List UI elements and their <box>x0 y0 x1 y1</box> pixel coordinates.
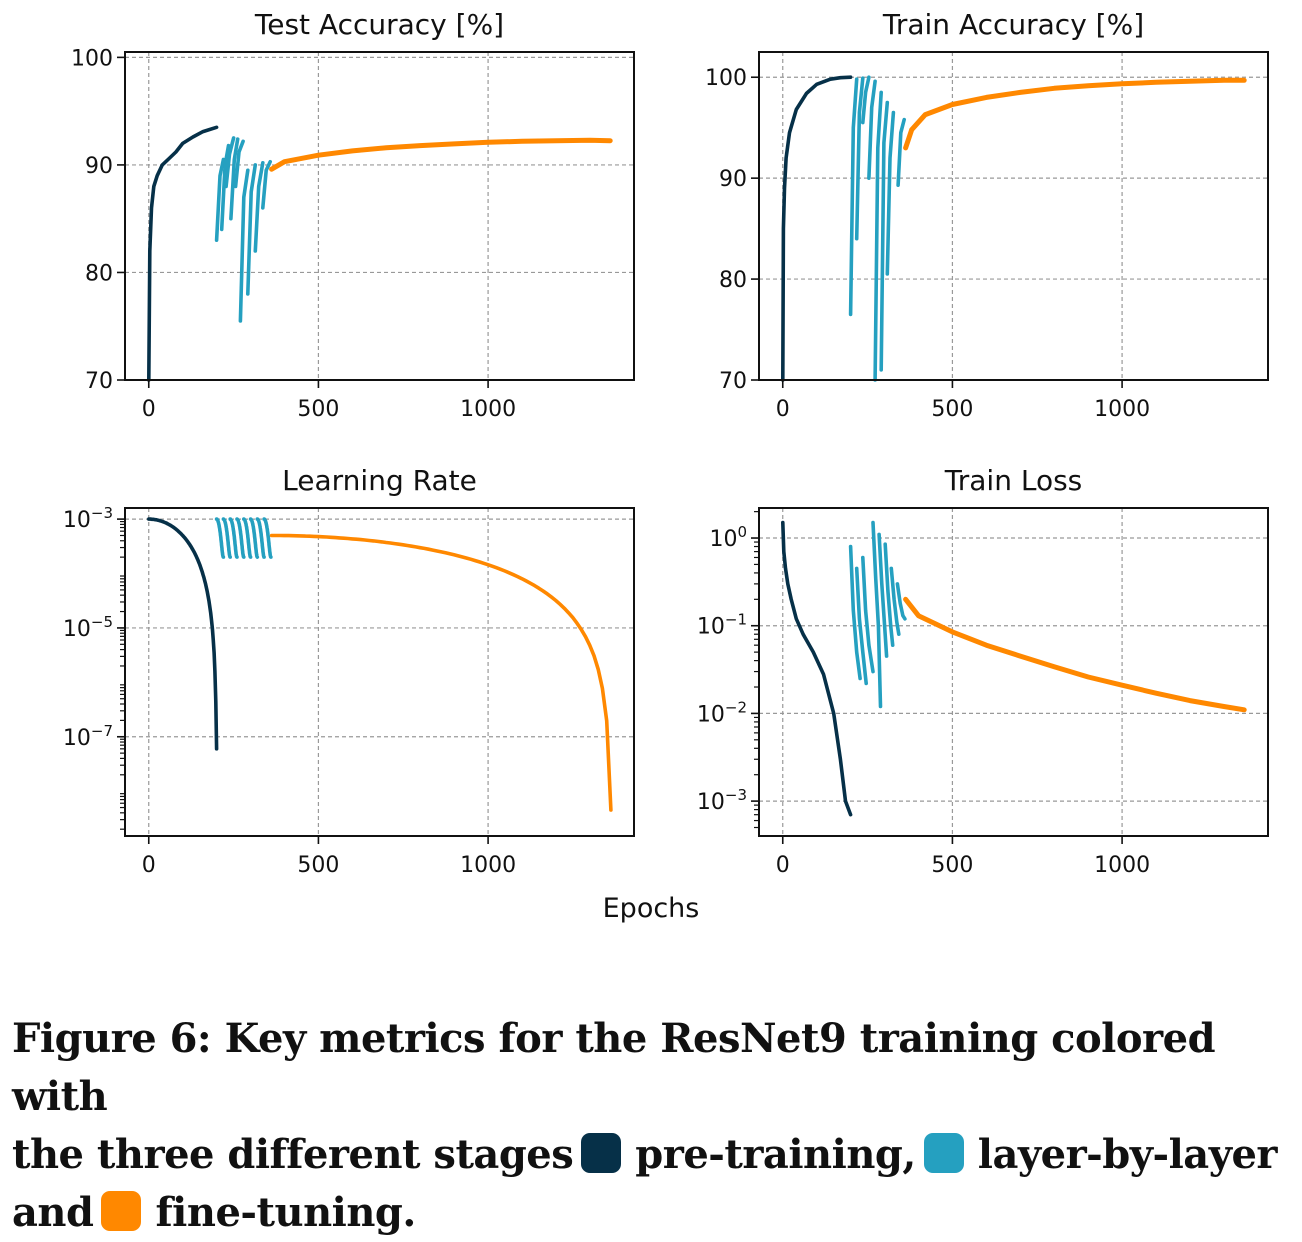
x-tick-label: 0 <box>776 853 790 878</box>
series-layerwise-7 <box>883 542 895 647</box>
y-tick-label: 70 <box>85 369 113 394</box>
series-layerwise-2 <box>848 544 862 681</box>
series-layerwise-3 <box>854 76 865 241</box>
series-layerwise-7 <box>248 517 260 559</box>
x-axis-label-epochs: Epochs <box>602 893 700 924</box>
series-layerwise-9 <box>262 517 273 559</box>
x-tick-label: 500 <box>297 853 339 878</box>
series-layerwise-4 <box>861 75 871 125</box>
y-tick-label: 10−2 <box>697 698 747 727</box>
layerwise-label: layer-by-layer <box>977 1131 1278 1178</box>
pretraining-color-chip <box>581 1133 622 1173</box>
series-layerwise-8 <box>885 110 896 276</box>
series-layerwise-9 <box>895 582 907 621</box>
x-tick-label: 500 <box>931 853 973 878</box>
x-tick-label: 500 <box>297 397 339 422</box>
chart-panel-4: 0 500 1000 10−3 10−2 10−1 100 Train Loss <box>697 464 1269 878</box>
plot-frame <box>758 51 1269 381</box>
series-pretraining-1 <box>147 125 219 382</box>
series-layerwise-3 <box>854 566 868 686</box>
series-layerwise-9 <box>253 161 265 253</box>
series-layerwise-8 <box>889 566 901 636</box>
finetuning-color-chip <box>101 1191 142 1231</box>
chart-title: Train Loss <box>944 464 1083 497</box>
series-layerwise-10 <box>261 159 272 210</box>
caption-line-2: the three different stages pre-training, l… <box>12 1126 1297 1184</box>
y-tick-label: 10−1 <box>697 611 747 640</box>
series-layerwise-7 <box>879 100 890 372</box>
caption-line-3-text: and <box>12 1189 94 1236</box>
series-finetuning-11 <box>269 137 613 172</box>
y-tick-label: 100 <box>705 66 747 91</box>
y-tick-label: 90 <box>719 167 747 192</box>
finetuning-label: fine-tuning. <box>155 1189 416 1236</box>
series-pretraining-1 <box>781 520 853 817</box>
series-layerwise-9 <box>896 117 906 187</box>
x-tick-label: 1000 <box>460 397 516 422</box>
chart-title: Train Accuracy [%] <box>882 8 1144 41</box>
series-layerwise-3 <box>221 517 232 559</box>
series-layerwise-5 <box>235 517 246 559</box>
plot-frame <box>758 507 1269 837</box>
y-tick-label: 90 <box>85 154 113 179</box>
plot-frame <box>124 507 635 837</box>
y-tick-label: 100 <box>71 46 113 71</box>
caption-line-2-text: the three different stages <box>12 1131 574 1178</box>
series-layerwise-5 <box>871 520 883 709</box>
caption-line-1: Figure 6: Key metrics for the ResNet9 tr… <box>12 1015 1216 1120</box>
y-tick-label: 10−5 <box>63 613 113 642</box>
chart-panel-1: 0 500 1000 70 80 90 100 Test Accuracy [%] <box>71 8 635 422</box>
series-layerwise-2 <box>214 157 226 242</box>
series-layerwise-4 <box>861 555 875 674</box>
series-layerwise-7 <box>238 168 250 323</box>
y-tick-label: 70 <box>719 369 747 394</box>
series-layerwise-4 <box>224 136 236 189</box>
y-tick-label: 10−7 <box>63 722 113 751</box>
chart-panel-3: 0 500 1000 10−7 10−5 10−3 Learning Rate <box>63 464 635 878</box>
series-finetuning-10 <box>903 596 1247 713</box>
series-layerwise-6 <box>877 532 889 658</box>
chart-panel-2: 0 500 1000 70 80 90 100 Train Accuracy [%] <box>705 8 1269 422</box>
series-layerwise-6 <box>242 517 253 559</box>
y-tick-label: 100 <box>709 523 747 552</box>
x-tick-label: 0 <box>142 853 156 878</box>
layerwise-color-chip <box>923 1133 964 1173</box>
series-layerwise-5 <box>229 137 240 221</box>
x-tick-label: 1000 <box>1094 397 1150 422</box>
figure-caption: Figure 6: Key metrics for the ResNet9 tr… <box>12 1010 1297 1242</box>
caption-line-3: and fine-tuning. <box>12 1184 1297 1242</box>
series-finetuning-10 <box>903 77 1247 151</box>
series-layerwise-6 <box>233 139 245 189</box>
chart-title: Learning Rate <box>282 464 477 497</box>
series-pretraining-1 <box>147 517 219 751</box>
series-layerwise-6 <box>873 90 883 382</box>
y-tick-label: 80 <box>85 261 113 286</box>
series-layerwise-8 <box>246 163 258 296</box>
y-tick-label: 10−3 <box>63 504 113 533</box>
y-tick-label: 10−3 <box>697 786 747 815</box>
series-layerwise-2 <box>214 517 226 559</box>
pretraining-label: pre-training, <box>635 1131 916 1178</box>
x-tick-label: 0 <box>776 397 790 422</box>
chart-title: Test Accuracy [%] <box>254 8 504 41</box>
series-layerwise-2 <box>848 77 859 317</box>
series-layerwise-3 <box>219 143 231 232</box>
series-layerwise-4 <box>228 517 239 559</box>
x-tick-label: 1000 <box>1094 853 1150 878</box>
series-finetuning-10 <box>269 533 613 812</box>
series-layerwise-8 <box>255 517 266 559</box>
series-pretraining-1 <box>781 75 853 382</box>
x-tick-label: 1000 <box>460 853 516 878</box>
y-tick-label: 80 <box>719 268 747 293</box>
series-layerwise-5 <box>867 79 877 180</box>
plot-frame <box>124 51 635 381</box>
x-tick-label: 0 <box>142 397 156 422</box>
x-tick-label: 500 <box>931 397 973 422</box>
